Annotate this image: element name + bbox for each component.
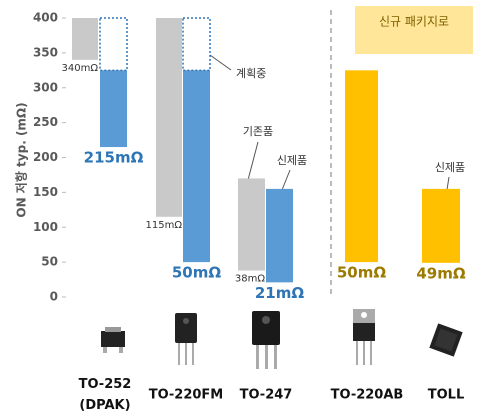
- value-label: 50mΩ: [172, 264, 222, 282]
- bar: [238, 178, 265, 271]
- highlight-text: 신규 패키지로: [379, 15, 449, 29]
- bar: [72, 18, 98, 60]
- y-tick-label: 300: [33, 80, 58, 94]
- x-tick-line: (DPAK): [79, 398, 130, 413]
- y-tick-label: 100: [33, 220, 58, 234]
- bar: [100, 70, 127, 148]
- y-axis-label: ON 저항 typ. (mΩ): [14, 102, 29, 217]
- bar: [183, 70, 210, 263]
- y-tick-label: 350: [33, 45, 58, 59]
- value-label: 21mΩ: [255, 284, 305, 302]
- callout-line: [209, 54, 232, 71]
- annotation: 기존품: [243, 125, 273, 138]
- x-tick-label: TO-247: [240, 388, 293, 403]
- x-tick-label: TO-220AB: [331, 388, 404, 403]
- value-label: 215mΩ: [84, 149, 144, 167]
- highlight-box: [355, 6, 473, 54]
- y-tick-label: 50: [41, 255, 58, 269]
- callout-line: [247, 141, 259, 181]
- y-tick-label: 150: [33, 185, 58, 199]
- value-label: 49mΩ: [416, 264, 466, 282]
- bar: [156, 18, 182, 217]
- package-icons: [101, 309, 463, 369]
- bar: [182, 17, 211, 72]
- x-tick-label: TO-252 (DPAK): [79, 377, 132, 413]
- annotation: 신제품: [277, 154, 307, 167]
- annotation: 신제품: [435, 161, 465, 174]
- annotation: 계획중: [236, 67, 266, 80]
- bar: [266, 188, 293, 283]
- callout-line: [281, 169, 291, 191]
- value-label: 50mΩ: [337, 264, 387, 282]
- y-tick-label: 400: [33, 11, 58, 25]
- bar: [99, 17, 128, 72]
- x-tick-line: TO-252: [79, 377, 132, 392]
- x-tick-label: TO-220FM: [149, 388, 224, 403]
- value-label: 38mΩ: [235, 273, 265, 284]
- value-label: 340mΩ: [62, 63, 99, 74]
- bar: [422, 188, 460, 263]
- y-tick-label: 0: [50, 290, 58, 304]
- value-label: 115mΩ: [146, 220, 183, 231]
- bar: [345, 70, 378, 263]
- y-tick-label: 250: [33, 115, 58, 129]
- y-tick-label: 200: [33, 150, 58, 164]
- x-tick-label: TOLL: [428, 388, 465, 403]
